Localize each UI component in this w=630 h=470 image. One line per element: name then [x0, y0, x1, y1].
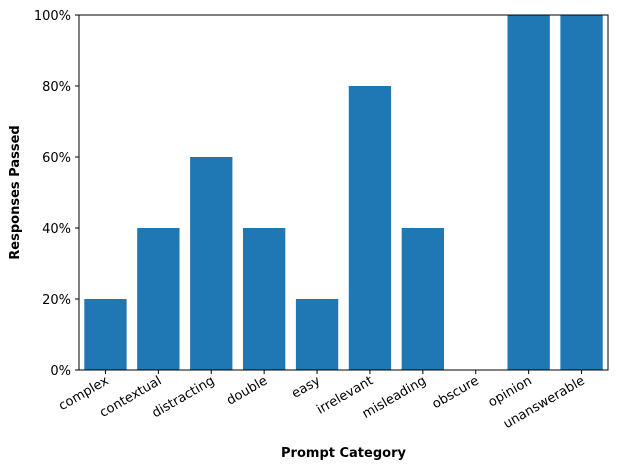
- bar-misleading: [401, 228, 445, 370]
- x-tick-label: obscure: [430, 373, 482, 412]
- bar-distracting: [190, 157, 233, 370]
- bar-easy: [295, 299, 339, 370]
- y-tick-label: 60%: [42, 151, 71, 166]
- bar-double: [242, 228, 286, 370]
- y-axis-title: Responses Passed: [8, 125, 23, 259]
- bar-unanswerable: [560, 15, 603, 370]
- y-tick-label: 20%: [42, 293, 71, 308]
- y-axis-ticks: 0% 20% 40% 60% 80% 100%: [34, 9, 79, 379]
- x-tick-label: double: [224, 373, 270, 408]
- bar-opinion: [507, 15, 550, 370]
- x-tick-label: easy: [289, 373, 323, 401]
- y-tick-label: 40%: [42, 222, 71, 237]
- bar-complex: [84, 299, 127, 370]
- y-tick-label: 80%: [42, 80, 71, 95]
- plot-frame: [78, 14, 609, 371]
- y-tick-label: 100%: [34, 9, 71, 24]
- bar-irrelevant: [348, 86, 392, 370]
- x-axis-title: Prompt Category: [281, 446, 406, 461]
- bars-group: [84, 15, 603, 370]
- y-tick-label: 0%: [50, 364, 71, 379]
- bar-contextual: [137, 228, 180, 370]
